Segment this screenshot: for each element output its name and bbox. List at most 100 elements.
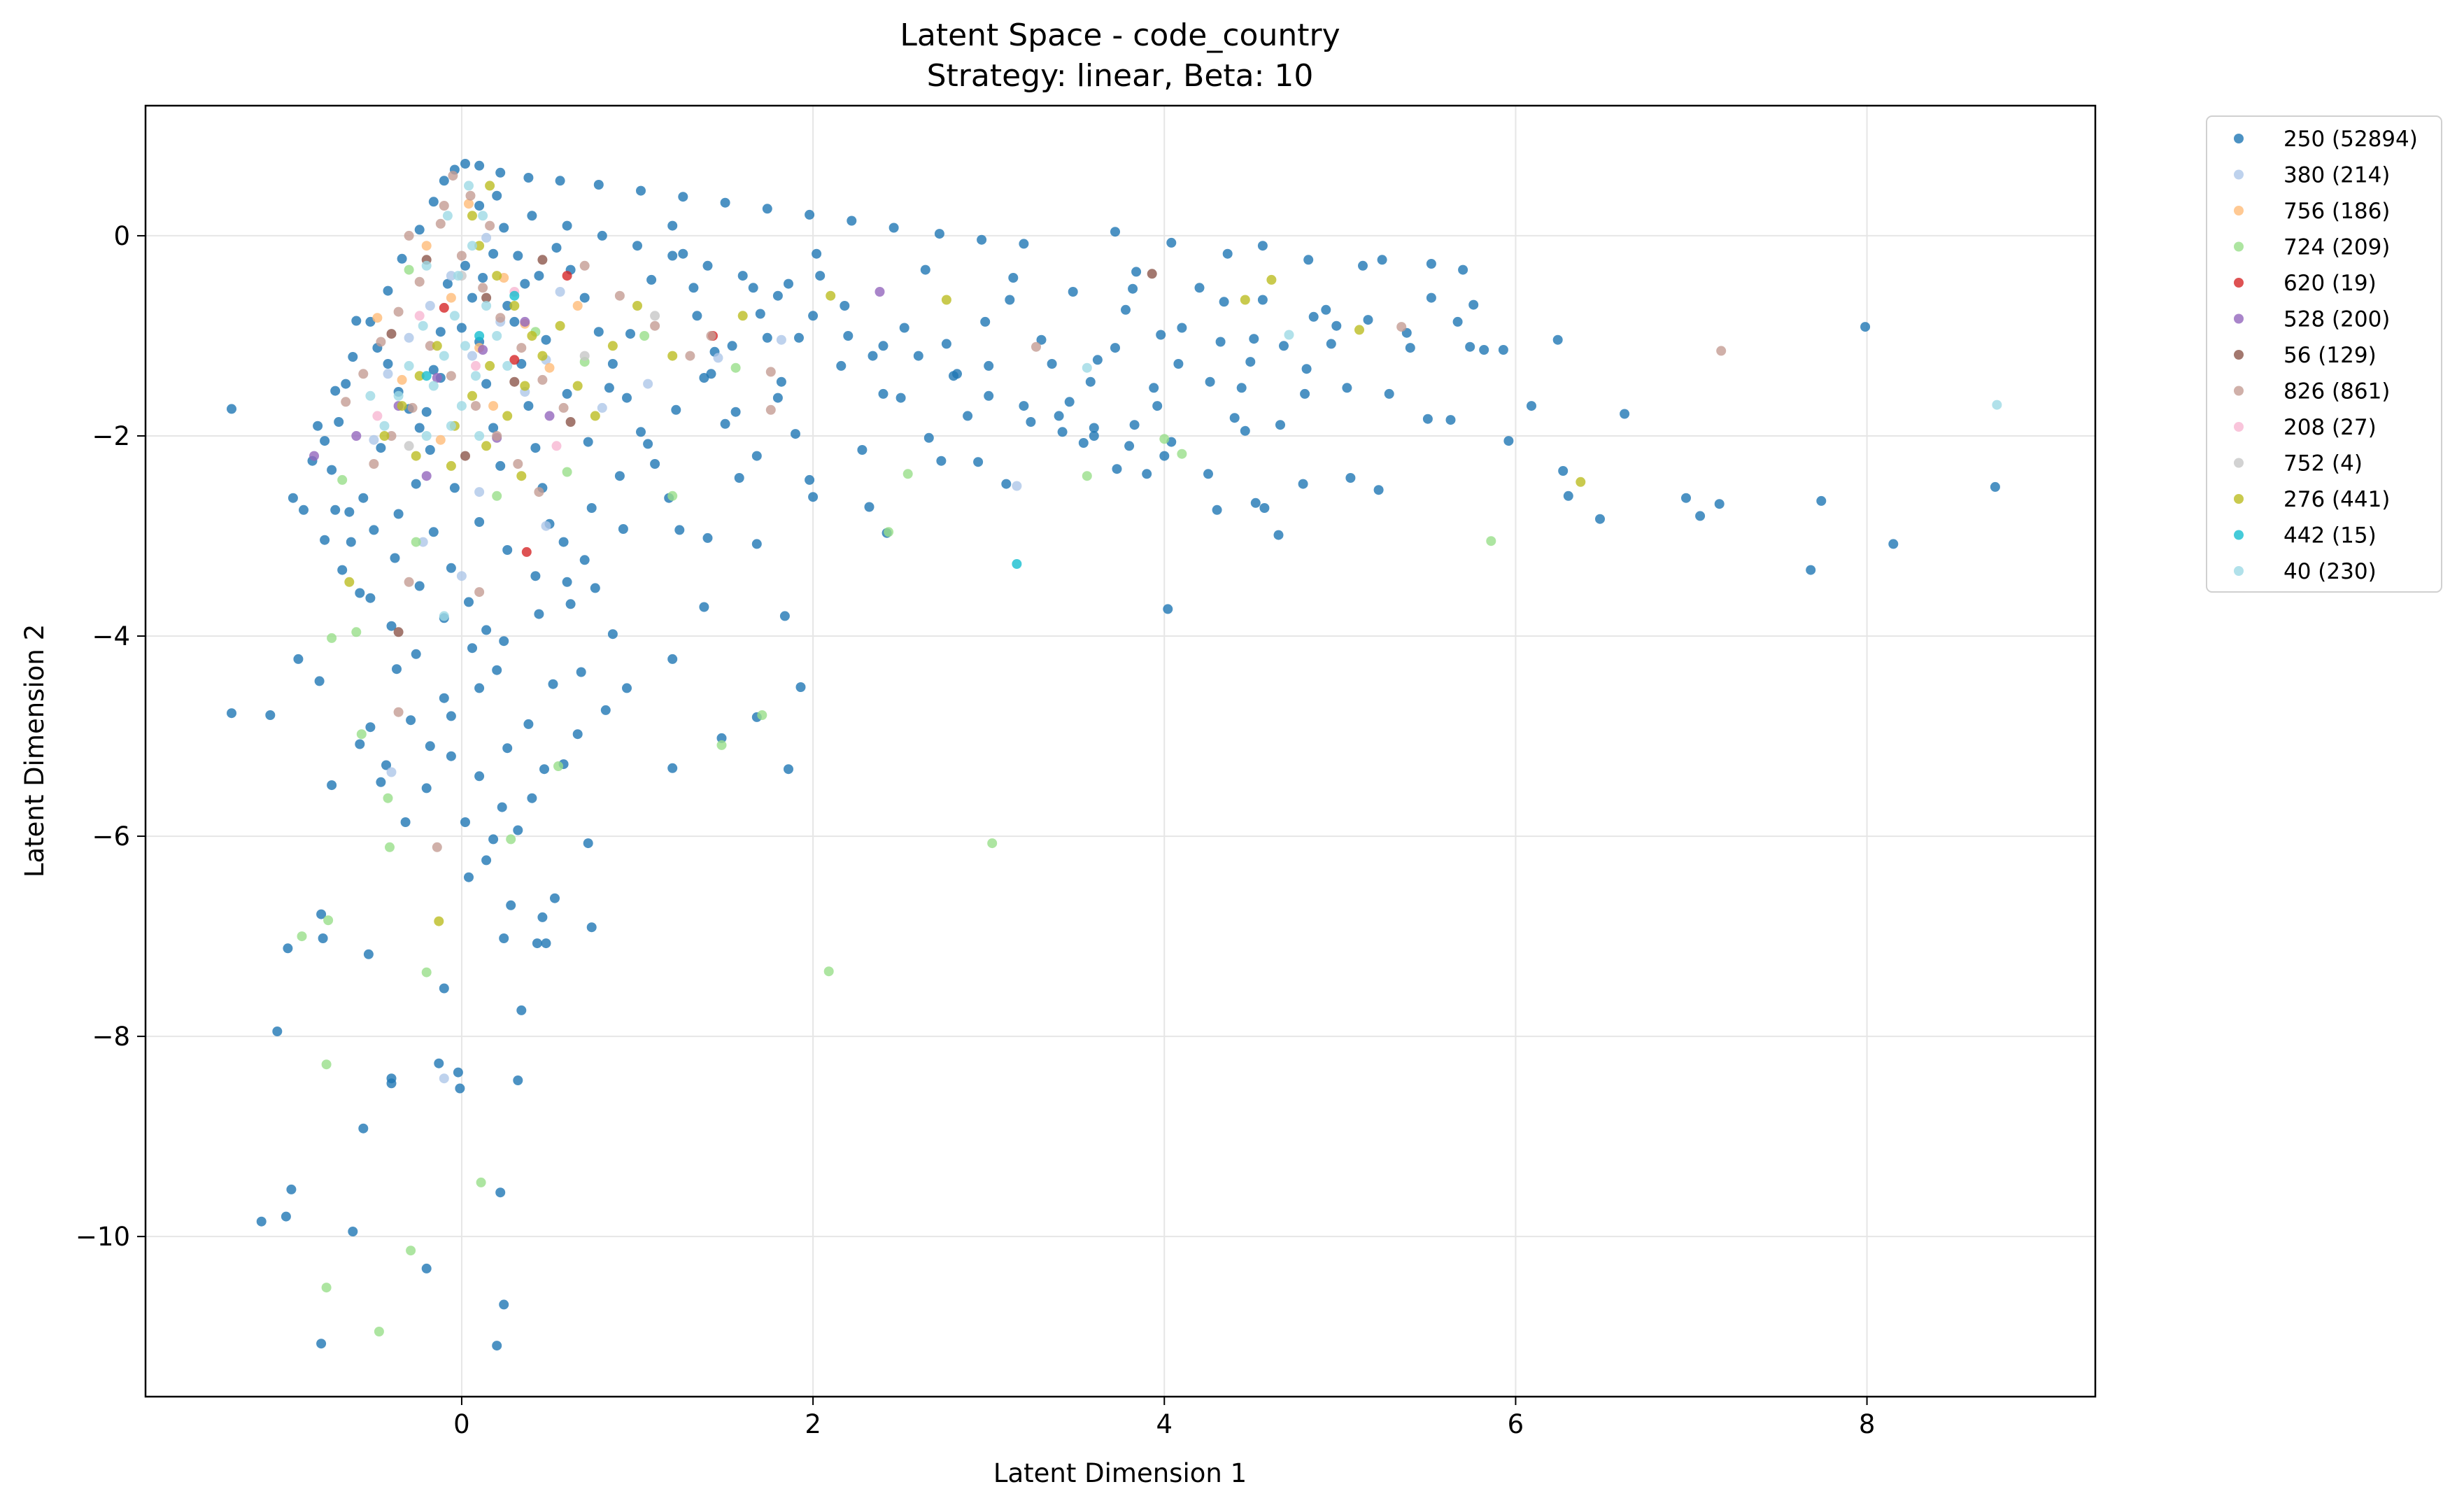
data-point: [434, 1058, 444, 1068]
data-point: [467, 211, 477, 221]
data-point: [576, 667, 586, 677]
legend-label: 528 (200): [2284, 307, 2390, 332]
data-point: [481, 625, 492, 635]
data-point: [355, 588, 365, 598]
data-point: [1445, 415, 1456, 425]
data-point: [414, 581, 425, 591]
data-point: [923, 432, 934, 443]
data-point: [309, 451, 319, 461]
data-point: [439, 302, 449, 313]
data-point: [1019, 239, 1029, 249]
legend-label: 208 (27): [2284, 415, 2377, 440]
data-point: [884, 527, 894, 537]
legend-label: 752 (4): [2284, 451, 2363, 477]
data-point: [572, 729, 583, 740]
data-point: [464, 872, 474, 882]
data-point: [572, 301, 583, 311]
data-point: [446, 751, 456, 761]
series-7: [341, 171, 1727, 852]
x-tick-label: 8: [1859, 1409, 1876, 1439]
data-point: [502, 545, 513, 555]
data-point: [1131, 267, 1142, 277]
data-point: [404, 577, 414, 587]
data-point: [1558, 466, 1569, 476]
data-point: [442, 278, 453, 289]
data-point: [1384, 388, 1394, 399]
data-point: [488, 248, 499, 259]
data-point: [1001, 479, 1012, 489]
data-point: [414, 423, 425, 433]
data-point: [1203, 469, 1213, 479]
data-point: [421, 431, 432, 441]
data-point: [1212, 504, 1222, 515]
data-point: [941, 339, 951, 349]
data-point: [509, 355, 520, 365]
data-point: [607, 629, 618, 640]
data-point: [481, 441, 492, 451]
data-point: [456, 251, 467, 261]
legend-marker: [2234, 530, 2244, 540]
data-point: [555, 320, 565, 331]
data-point: [1229, 413, 1240, 423]
data-point: [492, 1341, 502, 1351]
data-point: [439, 611, 449, 621]
y-tick-label: −6: [92, 821, 130, 852]
y-tick-label: −2: [92, 421, 130, 451]
data-point: [776, 376, 786, 387]
data-point: [439, 983, 449, 994]
data-point: [1468, 299, 1479, 310]
data-point: [523, 401, 534, 411]
data-point: [1012, 559, 1022, 569]
x-tick-label: 0: [453, 1409, 470, 1439]
data-point: [639, 331, 650, 341]
data-point: [435, 435, 446, 445]
data-point: [530, 571, 541, 581]
data-point: [485, 181, 495, 191]
data-point: [614, 471, 625, 481]
data-point: [1681, 493, 1691, 503]
data-point: [878, 341, 888, 351]
data-point: [895, 393, 906, 403]
axis-ticks: 0 2 4 6 8 0 −2 −4 −6 −8 −10: [76, 221, 1875, 1439]
data-point: [456, 323, 467, 333]
data-point: [949, 371, 958, 381]
data-point: [383, 359, 393, 369]
data-point: [460, 159, 470, 169]
data-point: [607, 341, 618, 351]
data-point: [488, 401, 499, 411]
data-point: [397, 374, 407, 385]
data-point: [1057, 427, 1068, 437]
data-point: [492, 331, 502, 341]
grid-lines: [146, 106, 2095, 1397]
data-point: [815, 271, 826, 281]
x-tick-label: 2: [805, 1409, 821, 1439]
legend-label: 380 (214): [2284, 163, 2390, 188]
data-point: [379, 421, 390, 431]
data-point: [386, 431, 397, 441]
data-point: [1031, 341, 1041, 352]
data-point: [474, 517, 485, 527]
data-point: [351, 627, 362, 637]
data-point: [857, 445, 868, 455]
data-point: [555, 176, 565, 186]
data-point: [281, 1211, 291, 1222]
data-point: [751, 539, 762, 549]
data-point: [393, 627, 404, 637]
data-point: [227, 708, 236, 719]
data-point: [334, 417, 344, 427]
legend-marker: [2234, 169, 2244, 180]
data-point: [516, 1005, 527, 1015]
data-point: [393, 707, 404, 717]
data-point: [1245, 357, 1256, 367]
legend-marker: [2234, 566, 2244, 576]
data-point: [495, 460, 506, 471]
data-point: [544, 362, 555, 373]
data-point: [397, 253, 407, 264]
data-point: [1275, 420, 1285, 430]
data-point: [963, 411, 973, 421]
data-point: [414, 371, 425, 381]
data-point: [1396, 322, 1407, 332]
data-point: [1005, 295, 1015, 305]
data-point: [425, 341, 435, 351]
